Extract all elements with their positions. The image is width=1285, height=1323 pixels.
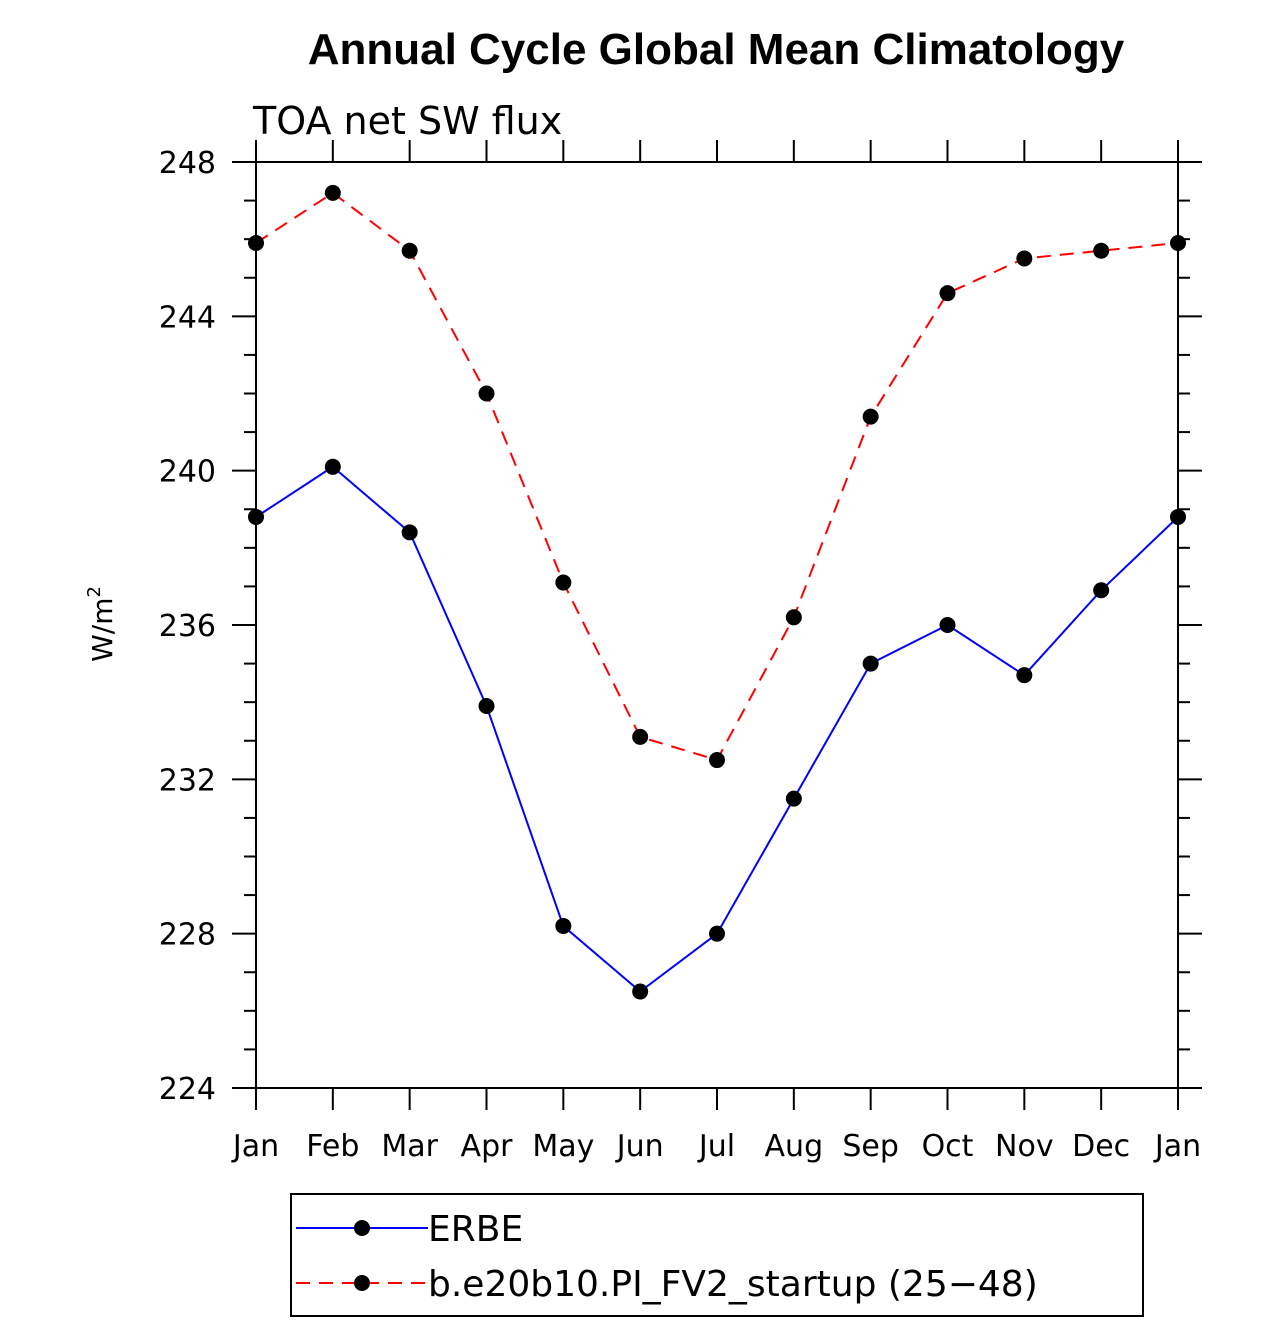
- series-0-point: [324, 458, 341, 475]
- series-0-point: [1016, 667, 1033, 684]
- series-0-point: [1170, 508, 1186, 525]
- series-1-point: [632, 728, 649, 745]
- series-0-point: [248, 508, 264, 525]
- axis-ticks: [232, 140, 1202, 1110]
- series-0-point: [1093, 582, 1110, 599]
- y-tick-label: 236: [159, 609, 216, 644]
- y-tick-label: 232: [159, 763, 216, 798]
- y-tick-label: 248: [159, 146, 216, 181]
- y-tick-label: 244: [159, 300, 216, 335]
- chart-title: Annual Cycle Global Mean Climatology: [308, 25, 1125, 74]
- series-1-point: [1093, 242, 1110, 259]
- x-tick-label: Aug: [765, 1129, 824, 1164]
- x-tick-label: Jan: [1153, 1129, 1201, 1164]
- x-tick-label: Nov: [995, 1129, 1054, 1164]
- series-1-point: [709, 752, 725, 769]
- series-1-point: [248, 235, 264, 252]
- series-0-point: [939, 617, 956, 633]
- series-1-point: [478, 385, 495, 402]
- y-tick-label: 240: [159, 455, 216, 490]
- chart-subtitle: TOA net SW flux: [252, 99, 562, 143]
- x-tick-label: May: [532, 1129, 594, 1164]
- legend-box: [290, 1193, 1144, 1317]
- series-1-point: [1016, 250, 1033, 267]
- plot-area: [255, 161, 1179, 1089]
- x-tick-labels: Jan Feb Mar Apr May Jun Jul Aug Sep Oct Nov Dec Jan: [231, 1129, 1201, 1164]
- x-tick-label: Jul: [697, 1129, 735, 1164]
- series-0-point: [478, 698, 495, 715]
- y-axis-label-text: W/m: [86, 598, 119, 662]
- legend-model-label: b.e20b10.PI_FV2_startup (25−48): [428, 1264, 1038, 1305]
- series-1-point: [862, 408, 879, 425]
- series-line-1: [255, 191, 1179, 762]
- x-tick-label: Apr: [461, 1129, 514, 1164]
- svg-text:W/m2: W/m2: [84, 586, 119, 662]
- x-tick-label: Jan: [231, 1129, 279, 1164]
- series-1-point: [1170, 235, 1186, 252]
- series-0-point: [785, 790, 802, 807]
- series-0-point: [401, 524, 418, 541]
- series-layer: [248, 184, 1186, 1000]
- series-0-point: [862, 655, 879, 672]
- legend: ERBE b.e20b10.PI_FV2_startup (25−48): [290, 1193, 1144, 1317]
- x-tick-label: Mar: [381, 1129, 438, 1164]
- y-axis-label: W/m2: [84, 586, 119, 662]
- legend-model-marker: [354, 1275, 370, 1291]
- series-1-point: [785, 609, 802, 626]
- x-tick-label: Jun: [615, 1129, 664, 1164]
- series-0-point: [632, 983, 649, 1000]
- y-tick-label: 224: [159, 1072, 216, 1107]
- y-tick-labels: 224 228 232 236 240 244 248: [159, 146, 216, 1107]
- series-0-point: [709, 925, 725, 942]
- x-tick-label: Oct: [922, 1129, 974, 1164]
- y-axis-label-superscript: 2: [84, 586, 105, 597]
- legend-erbe-marker: [354, 1220, 370, 1236]
- legend-erbe-label: ERBE: [428, 1209, 523, 1250]
- series-0-point: [555, 917, 572, 934]
- y-tick-label: 228: [159, 918, 216, 953]
- series-1-point: [555, 574, 572, 591]
- x-tick-label: Sep: [842, 1129, 899, 1164]
- series-line-0: [255, 465, 1179, 993]
- x-tick-label: Feb: [306, 1129, 359, 1164]
- series-1-point: [939, 285, 956, 302]
- series-1-point: [401, 242, 418, 259]
- series-1-point: [324, 184, 341, 201]
- x-tick-label: Dec: [1072, 1129, 1130, 1164]
